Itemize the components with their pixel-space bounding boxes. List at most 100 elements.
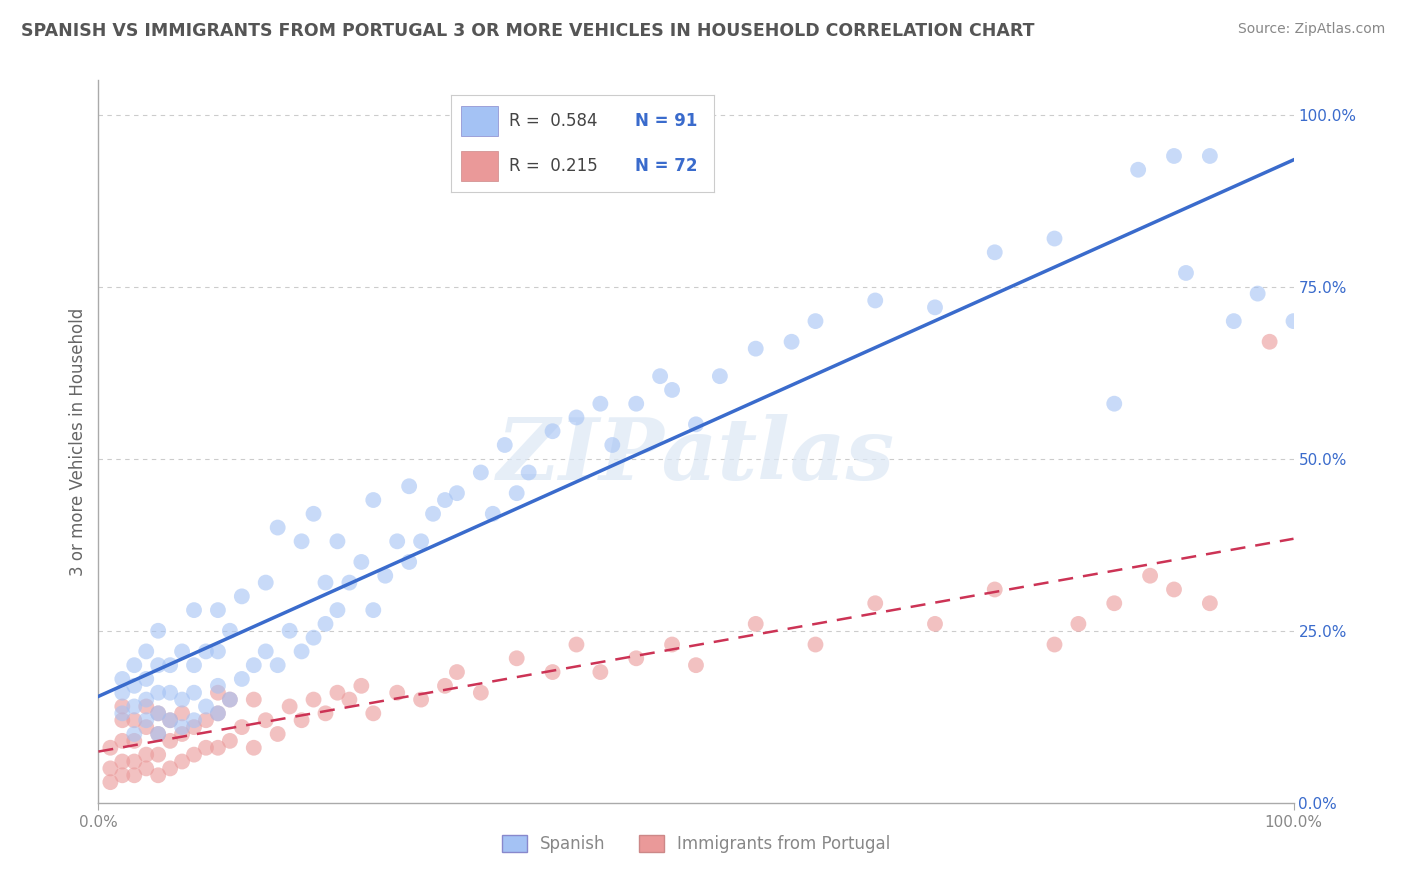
Point [111, 713, 134, 727]
Point [231, 590, 253, 604]
Point [124, 699, 146, 714]
Point [1163, 582, 1185, 597]
Point [172, 720, 194, 734]
Point [685, 417, 707, 432]
Point [267, 658, 290, 673]
Point [1199, 596, 1222, 610]
Point [254, 713, 277, 727]
Point [924, 301, 946, 315]
Point [135, 699, 157, 714]
Point [124, 755, 146, 769]
Point [159, 686, 181, 700]
Point [661, 383, 683, 397]
Point [1043, 638, 1066, 652]
Point [350, 555, 373, 569]
Point [124, 679, 146, 693]
Point [159, 761, 181, 775]
Point [865, 596, 887, 610]
Point [231, 672, 253, 686]
Text: Source: ZipAtlas.com: Source: ZipAtlas.com [1237, 22, 1385, 37]
Point [243, 740, 266, 755]
Point [195, 644, 218, 658]
Point [207, 644, 229, 658]
Point [183, 713, 205, 727]
Point [219, 624, 242, 638]
Point [195, 713, 218, 727]
Point [804, 638, 827, 652]
Point [98, 740, 122, 755]
Point [219, 692, 242, 706]
Point [481, 507, 505, 521]
Point [1258, 334, 1281, 349]
Point [1175, 266, 1198, 280]
Point [135, 713, 157, 727]
Point [183, 720, 205, 734]
Point [302, 507, 325, 521]
Point [661, 638, 683, 652]
Point [219, 692, 242, 706]
Point [111, 672, 134, 686]
Point [148, 727, 170, 741]
Point [924, 616, 946, 631]
Point [124, 734, 146, 748]
Point [780, 334, 803, 349]
Point [243, 658, 266, 673]
Point [326, 686, 349, 700]
Point [302, 631, 325, 645]
Point [626, 651, 648, 665]
Point [124, 727, 146, 741]
Point [517, 466, 540, 480]
Point [709, 369, 731, 384]
Point [291, 713, 314, 727]
Point [254, 644, 277, 658]
Point [398, 479, 420, 493]
Point [745, 342, 768, 356]
Point [434, 679, 457, 693]
Point [315, 706, 337, 721]
Point [172, 692, 194, 706]
Point [374, 568, 396, 582]
Point [135, 692, 157, 706]
Point [1139, 568, 1161, 582]
Point [470, 686, 492, 700]
Point [804, 314, 827, 328]
Point [124, 768, 146, 782]
Point [159, 658, 181, 673]
Point [135, 720, 157, 734]
Point [148, 706, 170, 721]
Point [1282, 314, 1305, 328]
Text: ZIPatlas: ZIPatlas [496, 414, 896, 498]
Point [422, 507, 444, 521]
Point [267, 727, 290, 741]
Point [326, 534, 349, 549]
Point [541, 424, 564, 438]
Point [350, 679, 373, 693]
Point [219, 734, 242, 748]
Point [172, 706, 194, 721]
Point [291, 644, 314, 658]
Point [446, 486, 468, 500]
Point [243, 692, 266, 706]
Point [135, 644, 157, 658]
Point [291, 534, 314, 549]
Point [494, 438, 516, 452]
Legend: Spanish, Immigrants from Portugal: Spanish, Immigrants from Portugal [495, 828, 897, 860]
Point [315, 575, 337, 590]
Point [1067, 616, 1090, 631]
Point [195, 740, 218, 755]
Y-axis label: 3 or more Vehicles in Household: 3 or more Vehicles in Household [69, 308, 87, 575]
Point [1199, 149, 1222, 163]
Point [984, 582, 1007, 597]
Point [1128, 162, 1150, 177]
Point [602, 438, 624, 452]
Point [363, 493, 385, 508]
Point [231, 720, 253, 734]
Point [1043, 231, 1066, 245]
Point [1247, 286, 1270, 301]
Point [411, 534, 433, 549]
Point [339, 575, 361, 590]
Point [1104, 596, 1126, 610]
Point [124, 658, 146, 673]
Point [446, 665, 468, 679]
Point [111, 686, 134, 700]
